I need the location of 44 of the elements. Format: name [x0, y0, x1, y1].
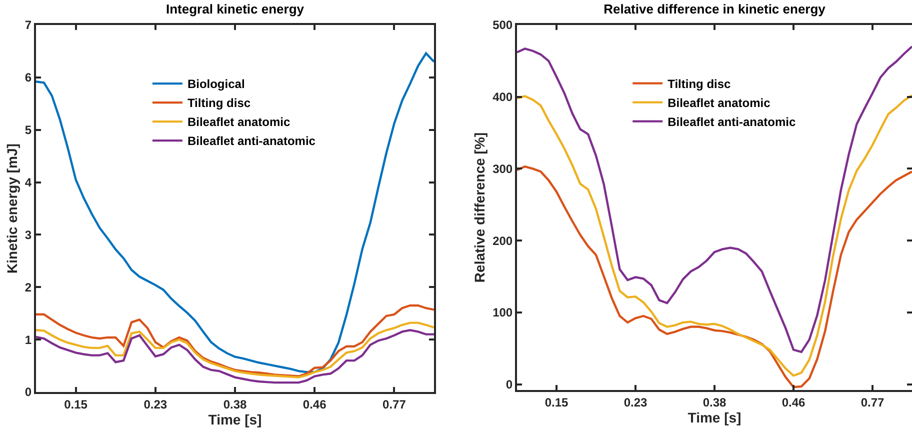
chart-title: Integral kinetic energy	[166, 1, 305, 16]
y-tick-label: 0	[24, 385, 32, 400]
line-series	[517, 165, 912, 388]
x-axis-title: Time [s]	[208, 411, 262, 428]
y-tick-label: 100	[492, 306, 513, 320]
x-tick-label: 0.23	[144, 397, 168, 412]
y-tick-label: 1	[24, 332, 32, 347]
x-axis-title: Time [s]	[688, 409, 742, 426]
line-series	[36, 52, 434, 374]
x-tick-label: 0.46	[302, 397, 327, 412]
legend-label: Bileaflet anatomic	[668, 96, 771, 110]
legend-label: Bileaflet anti-anatomic	[187, 134, 316, 148]
line-series	[36, 322, 434, 378]
y-axis-title: Kinetic energy [mJ]	[4, 144, 20, 274]
line-series	[36, 329, 434, 384]
legend-label: Biological	[187, 77, 245, 92]
chart-title: Relative difference in kinetic energy	[604, 1, 826, 16]
x-tick-label: 0.38	[702, 395, 726, 410]
x-tick-label: 0.38	[223, 397, 247, 412]
x-tick-label: 0.23	[624, 395, 648, 410]
y-tick-label: 300	[492, 162, 513, 176]
legend-label: Bileaflet anatomic	[187, 115, 290, 130]
y-tick-label: 200	[492, 234, 513, 248]
legend-label: Bileaflet anti-anatomic	[668, 114, 796, 129]
y-axis-title: Relative difference [%]	[472, 132, 488, 283]
y-tick-label: 6	[24, 70, 32, 85]
legend-label: Tilting disc	[668, 76, 732, 91]
x-tick-label: 0.77	[860, 395, 884, 410]
y-tick-label: 3	[24, 228, 32, 242]
line-series	[517, 94, 912, 377]
y-tick-label: 4	[24, 175, 32, 190]
legend-label: Tilting disc	[187, 96, 251, 110]
y-tick-label: 400	[492, 90, 513, 104]
x-tick-label: 0.15	[64, 397, 88, 412]
y-tick-label: 0	[506, 377, 513, 392]
y-tick-label: 7	[24, 18, 32, 32]
y-tick-label: 2	[24, 280, 32, 294]
line-series	[36, 304, 434, 378]
y-tick-label: 5	[24, 123, 32, 138]
x-tick-label: 0.15	[544, 395, 568, 410]
line-series	[517, 45, 912, 354]
x-tick-label: 0.46	[782, 395, 806, 410]
y-tick-label: 500	[492, 18, 513, 32]
x-tick-label: 0.77	[382, 397, 406, 412]
